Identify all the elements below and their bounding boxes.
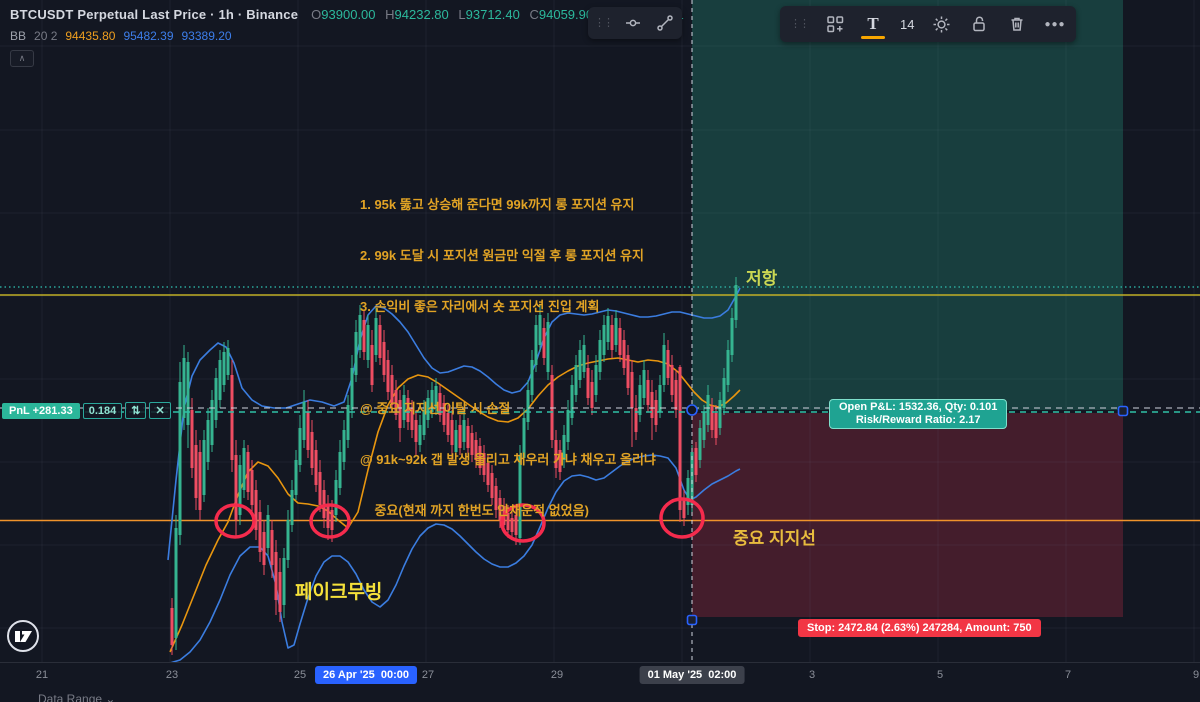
ohlc-h-key: H (385, 7, 395, 22)
support-label[interactable]: 중요 지지선 (733, 529, 816, 548)
close-position-button[interactable]: ✕ (149, 402, 171, 419)
bb-upper-band (167, 287, 741, 561)
bb-indicator-name: BB (10, 29, 27, 43)
plan-line: 중요(현재 까지 한번도 안채운적 없었음) (360, 503, 589, 518)
ohlc-o-value: 93900.00 (321, 7, 376, 22)
resistance-label[interactable]: 저항 (746, 269, 778, 288)
time-axis-badge: 26 Apr '25 00:00 (315, 666, 417, 684)
time-axis-badge: 01 May '25 02:00 (639, 666, 745, 684)
settings-gear-icon[interactable] (930, 11, 952, 37)
support-touch-circle[interactable] (500, 503, 546, 543)
text-tool-active-underline (861, 36, 885, 39)
collapse-indicators-button[interactable]: ∧ (10, 50, 34, 67)
data-range-footer[interactable]: Data Range ⌄ (38, 692, 116, 702)
ohlc-l-key: L (458, 7, 466, 22)
plan-line: 2. 99k 도달 시 포지션 원금만 익절 후 롱 포지션 유지 (360, 248, 644, 263)
plan-line: @ 91k~92k 갭 발생 올리고 채우러 가냐 채우고 올리냐 (360, 452, 656, 467)
ohlc-c-key: C (529, 7, 539, 22)
bb-lower-value: 93389.20 (181, 29, 232, 43)
profit-zone[interactable] (692, 0, 1123, 410)
entry-right-handle[interactable] (1117, 405, 1129, 417)
symbol-title[interactable]: BTCUSDT Perpetual Last Price · 1h · Bina… (10, 7, 299, 22)
bb-basis-value: 94435.80 (65, 29, 116, 43)
time-tick: 27 (421, 669, 435, 681)
lock-open-icon[interactable] (968, 11, 990, 37)
ohlc-l-value: 93712.40 (465, 7, 520, 22)
chevron-up-icon: ∧ (18, 53, 26, 63)
layout-add-icon[interactable] (824, 11, 846, 37)
time-tick: 7 (1064, 669, 1072, 681)
ohlc-o-key: O (311, 7, 322, 22)
time-tick: 5 (936, 669, 944, 681)
horizontal-ray-icon[interactable] (622, 10, 644, 36)
trend-line-icon[interactable] (654, 10, 676, 36)
drag-handle-icon[interactable]: ⋮⋮ (594, 17, 614, 29)
bb-lower-band (170, 454, 741, 662)
time-tick: 9 (1192, 669, 1200, 681)
plan-line: @ 중요 지지선 이탈 시 손절 (360, 401, 511, 416)
position-controls: PnL +281.33 0.184 ⇅ ✕ (2, 402, 171, 419)
drawing-mini-toolbar: ⋮⋮ (588, 7, 682, 39)
qty-field[interactable]: 0.184 (82, 402, 123, 419)
open-pnl-label[interactable]: Open P&L: 1532.36, Qty: 0.101 Risk/Rewar… (829, 399, 1008, 429)
text-tool-glyph: T (867, 14, 879, 33)
time-tick: 29 (550, 669, 564, 681)
time-tick: 21 (35, 669, 49, 681)
entry-crosshair-ring[interactable] (686, 404, 698, 416)
time-axis[interactable]: 21 23 25 27 29 3 5 7 9 26 Apr '25 00:00 01 May '25… (0, 662, 1200, 702)
stop-left-handle[interactable] (686, 614, 698, 626)
more-options-button[interactable]: ●●● (1044, 18, 1066, 30)
ohlc-c-value: 94059.90 (538, 7, 594, 22)
time-tick: 25 (293, 669, 307, 681)
trading-plan-note[interactable]: 1. 95k 뚫고 상승해 준다면 99k까지 롱 포지션 유지 2. 99k … (360, 162, 656, 553)
support-touch-circle[interactable] (659, 497, 705, 539)
tradingview-logo[interactable] (6, 619, 40, 658)
pnl-badge: PnL +281.33 (2, 402, 80, 419)
text-tool-button[interactable]: T (861, 11, 885, 39)
text-tool-toolbar: ⋮⋮ T 14 ●●● (780, 6, 1076, 42)
trash-icon[interactable] (1006, 11, 1028, 37)
open-pnl-line1: Open P&L: 1532.36, Qty: 0.101 (839, 401, 998, 413)
time-tick: 3 (808, 669, 816, 681)
support-touch-circle[interactable] (309, 503, 351, 539)
chart-header: BTCUSDT Perpetual Last Price · 1h · Bina… (10, 7, 684, 22)
stop-loss-label[interactable]: Stop: 2472.84 (2.63%) 247284, Amount: 75… (798, 619, 1041, 637)
bb-indicator-params: 20 2 (34, 29, 58, 43)
risk-reward-line: Risk/Reward Ratio: 2.17 (855, 414, 981, 426)
plan-line: 3. 손익비 좋은 자리에서 숏 포지션 진입 계획 (360, 299, 600, 314)
drag-handle-icon[interactable]: ⋮⋮ (790, 18, 810, 30)
fake-move-label[interactable]: 페이크무빙 (295, 582, 383, 603)
plan-line (360, 349, 656, 366)
support-touch-circle[interactable] (214, 503, 256, 539)
ohlc-h-value: 94232.80 (394, 7, 449, 22)
bb-upper-value: 95482.39 (123, 29, 174, 43)
bb-indicator-row[interactable]: BB 20 2 94435.80 95482.39 93389.20 (10, 29, 232, 43)
chart-pane[interactable] (0, 0, 1200, 662)
stop-zone[interactable] (692, 413, 1123, 617)
time-tick: 23 (165, 669, 179, 681)
font-size-button[interactable]: 14 (900, 16, 915, 32)
bb-basis-band (169, 357, 741, 653)
plan-line: 1. 95k 뚫고 상승해 준다면 99k까지 롱 포지션 유지 (360, 197, 635, 212)
reverse-position-button[interactable]: ⇅ (125, 402, 147, 419)
